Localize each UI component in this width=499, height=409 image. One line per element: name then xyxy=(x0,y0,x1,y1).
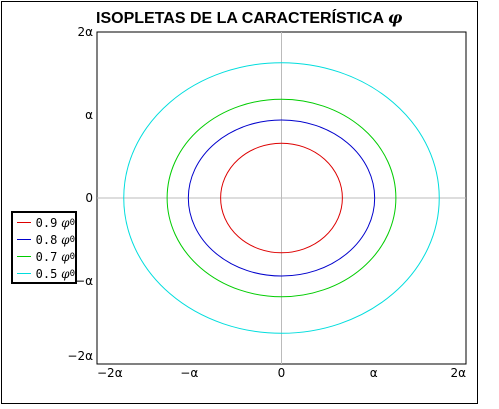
legend-subscript: 0 xyxy=(69,251,75,262)
isopleth-curves xyxy=(123,62,440,334)
chart-title-text: ISOPLETAS DE LA CARACTERÍSTICA xyxy=(96,10,384,27)
y-tick-label: α xyxy=(85,108,93,122)
legend-label: 0.5 xyxy=(35,266,58,281)
chart-title: ISOPLETAS DE LA CARACTERÍSTICA φ xyxy=(96,8,402,28)
zero-axes xyxy=(97,32,466,364)
x-tick-label: −2α xyxy=(97,366,123,380)
legend-label: 0.7 xyxy=(35,249,58,264)
legend-subscript: 0 xyxy=(69,268,75,279)
x-tick-label: 2α xyxy=(450,366,466,380)
x-tick-labels: −2α −α 0 α 2α xyxy=(97,366,466,380)
legend-label: 0.9 xyxy=(35,215,58,230)
isopleth-curve-3 xyxy=(123,62,440,334)
legend-swatch xyxy=(17,256,31,257)
legend-subscript: 0 xyxy=(69,234,75,245)
y-tick-label: −2α xyxy=(67,349,93,363)
chart-frame xyxy=(1,1,478,404)
legend-subscript: 0 xyxy=(69,217,75,228)
x-tick-label: 0 xyxy=(278,366,286,380)
legend-label: 0.8 xyxy=(35,232,58,247)
legend-symbol: φ xyxy=(57,249,70,264)
legend-symbol: φ xyxy=(57,215,70,230)
y-tick-label: 0 xyxy=(85,191,93,205)
isopleth-curve-2 xyxy=(166,98,397,298)
chart-title-symbol: φ xyxy=(387,8,403,27)
legend-symbol: φ xyxy=(57,266,70,281)
isopleth-curve-0 xyxy=(220,142,343,254)
x-tick-label: −α xyxy=(180,366,198,380)
legend-swatch xyxy=(17,239,31,240)
isopleth-curve-1 xyxy=(187,119,376,277)
y-tick-label: −α xyxy=(75,274,93,288)
legend-swatch xyxy=(17,222,31,223)
y-tick-label: 2α xyxy=(77,25,93,39)
x-tick-label: α xyxy=(370,366,378,380)
legend-swatch xyxy=(17,273,31,274)
legend-symbol: φ xyxy=(57,232,70,247)
